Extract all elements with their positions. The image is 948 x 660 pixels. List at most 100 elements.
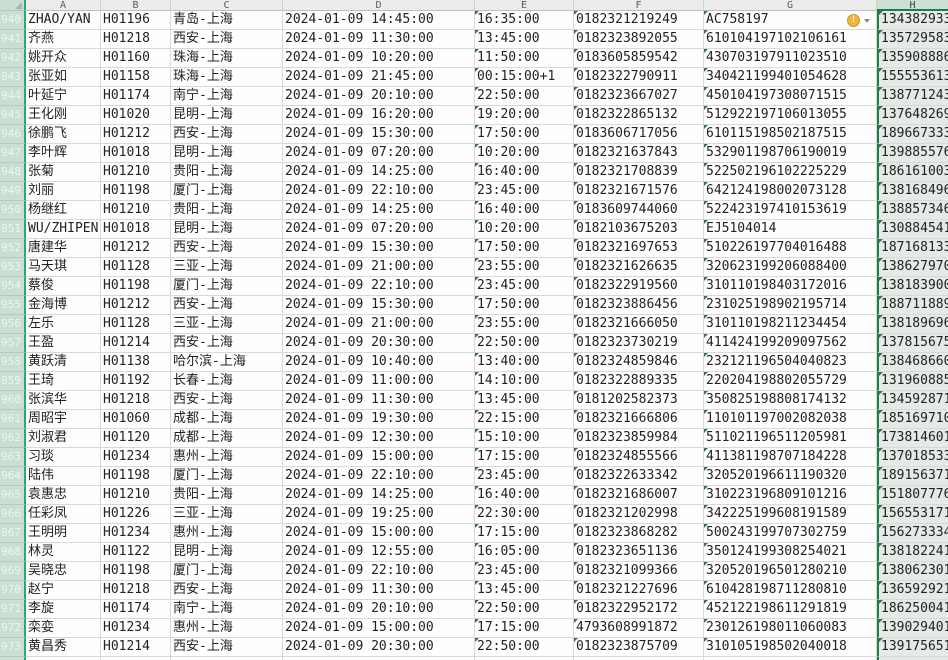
arrival-time-cell[interactable]: 13:45:00 [475, 391, 574, 410]
order-no-cell[interactable]: 0182323667027 [574, 87, 704, 106]
id-number-cell[interactable]: 610115198502187515 [704, 125, 877, 144]
row-number[interactable]: 945 [0, 106, 26, 125]
passenger-name-cell[interactable]: 张滨华 [26, 391, 101, 410]
departure-datetime-cell[interactable]: 2024-01-09 15:00:00 [283, 448, 475, 467]
order-no-cell[interactable]: 0182323892055 [574, 30, 704, 49]
route-cell[interactable]: 西安-上海 [171, 239, 283, 258]
arrival-time-cell[interactable]: 23:45:00 [475, 467, 574, 486]
id-number-cell[interactable]: 450104197308071515 [704, 87, 877, 106]
id-number-cell[interactable]: 510226197704016488 [704, 239, 877, 258]
route-cell[interactable]: 昆明-上海 [171, 144, 283, 163]
flight-no-cell[interactable]: H01128 [101, 258, 171, 277]
route-cell[interactable]: 厦门-上海 [171, 182, 283, 201]
id-number-cell[interactable]: 532901198706190019 [704, 144, 877, 163]
column-header-e[interactable]: E [475, 0, 574, 11]
departure-datetime-cell[interactable]: 2024-01-09 10:20:00 [283, 49, 475, 68]
phone-cell selected-column-cell[interactable]: 135729583 [877, 30, 948, 49]
arrival-time-cell[interactable]: 19:20:00 [475, 106, 574, 125]
route-cell[interactable]: 西安-上海 [171, 581, 283, 600]
phone-cell selected-column-cell[interactable]: 138062301 [877, 562, 948, 581]
order-no-cell[interactable]: 0181202582373 [574, 391, 704, 410]
phone-cell selected-column-cell[interactable]: 189667333 [877, 125, 948, 144]
row-number[interactable]: 968 [0, 543, 26, 562]
passenger-name-cell[interactable]: 王明明 [26, 524, 101, 543]
id-number-cell[interactable]: 411381198707184228 [704, 448, 877, 467]
arrival-time-cell[interactable]: 13:45:00 [475, 581, 574, 600]
order-no-cell[interactable]: 0182323859984 [574, 429, 704, 448]
row-number[interactable]: 973 [0, 638, 26, 657]
route-cell[interactable]: 贵阳-上海 [171, 486, 283, 505]
passenger-name-cell[interactable]: 李旋 [26, 600, 101, 619]
passenger-name-cell[interactable]: 姚开众 [26, 49, 101, 68]
arrival-time-cell[interactable]: 11:50:00 [475, 49, 574, 68]
row-number[interactable]: 962 [0, 429, 26, 448]
flight-no-cell[interactable]: H01210 [101, 163, 171, 182]
id-number-cell[interactable]: 310105198502040018 [704, 638, 877, 657]
phone-cell selected-column-cell[interactable]: 138183900 [877, 277, 948, 296]
arrival-time-cell[interactable]: 23:55:00 [475, 258, 574, 277]
id-number-cell[interactable]: 310110198211234454 [704, 315, 877, 334]
departure-datetime-cell[interactable]: 2024-01-09 14:25:00 [283, 201, 475, 220]
departure-datetime-cell[interactable]: 2024-01-09 15:00:00 [283, 524, 475, 543]
route-cell[interactable]: 珠海-上海 [171, 68, 283, 87]
departure-datetime-cell[interactable]: 2024-01-09 19:25:00 [283, 505, 475, 524]
id-number-cell[interactable]: 430703197911023510 [704, 49, 877, 68]
phone-cell selected-column-cell[interactable]: 187168133 [877, 239, 948, 258]
arrival-time-cell[interactable]: 22:50:00 [475, 600, 574, 619]
id-number-cell[interactable]: 512922197106013055 [704, 106, 877, 125]
row-number[interactable]: 961 [0, 410, 26, 429]
row-number[interactable]: 960 [0, 391, 26, 410]
row-number[interactable]: 943 [0, 68, 26, 87]
id-number-cell[interactable]: 350825198808174132 [704, 391, 877, 410]
order-no-cell[interactable]: 0182321637843 [574, 144, 704, 163]
id-number-cell[interactable]: 340421199401054628 [704, 68, 877, 87]
order-no-cell[interactable]: 0182324855566 [574, 448, 704, 467]
passenger-name-cell[interactable]: WU/ZHIPEN [26, 220, 101, 239]
id-number-cell[interactable]: 110101197002082038 [704, 410, 877, 429]
departure-datetime-cell[interactable]: 2024-01-09 15:30:00 [283, 239, 475, 258]
phone-cell selected-column-cell[interactable]: 137815675 [877, 334, 948, 353]
id-number-cell[interactable]: 522502196102225229 [704, 163, 877, 182]
route-cell[interactable]: 厦门-上海 [171, 562, 283, 581]
route-cell[interactable]: 贵阳-上海 [171, 163, 283, 182]
route-cell[interactable]: 西安-上海 [171, 125, 283, 144]
arrival-time-cell[interactable]: 13:40:00 [475, 353, 574, 372]
id-number-cell[interactable]: 320520196501280210 [704, 562, 877, 581]
passenger-name-cell[interactable]: 刘淑君 [26, 429, 101, 448]
dropdown-arrow-icon[interactable] [864, 18, 870, 23]
flight-no-cell[interactable]: H01160 [101, 49, 171, 68]
arrival-time-cell[interactable]: 10:20:00 [475, 220, 574, 239]
passenger-name-cell[interactable]: 黄昌秀 [26, 638, 101, 657]
departure-datetime-cell[interactable]: 2024-01-09 14:25:00 [283, 163, 475, 182]
flight-no-cell[interactable]: H01198 [101, 562, 171, 581]
phone-cell selected-column-cell[interactable]: 134382933 [877, 11, 948, 30]
passenger-name-cell[interactable]: 张菊 [26, 163, 101, 182]
phone-cell selected-column-cell[interactable]: 156273334 [877, 524, 948, 543]
flight-no-cell[interactable]: H01218 [101, 391, 171, 410]
arrival-time-cell[interactable]: 13:45:00 [475, 30, 574, 49]
arrival-time-cell[interactable]: 23:45:00 [475, 562, 574, 581]
phone-cell selected-column-cell[interactable]: 139175651 [877, 638, 948, 657]
column-header-b[interactable]: B [101, 0, 171, 11]
flight-no-cell[interactable]: H01212 [101, 125, 171, 144]
route-cell[interactable]: 南宁-上海 [171, 600, 283, 619]
route-cell[interactable]: 三亚-上海 [171, 505, 283, 524]
id-number-cell[interactable]: 411424199209097562 [704, 334, 877, 353]
id-number-cell[interactable]: 230126198011060083 [704, 619, 877, 638]
row-number[interactable]: 953 [0, 258, 26, 277]
arrival-time-cell[interactable]: 16:40:00 [475, 486, 574, 505]
passenger-name-cell[interactable]: 蔡俊 [26, 277, 101, 296]
route-cell[interactable]: 珠海-上海 [171, 49, 283, 68]
departure-datetime-cell[interactable]: 2024-01-09 11:00:00 [283, 372, 475, 391]
departure-datetime-cell[interactable]: 2024-01-09 10:40:00 [283, 353, 475, 372]
id-number-cell[interactable]: 350124199308254021 [704, 543, 877, 562]
row-number[interactable]: 947 [0, 144, 26, 163]
departure-datetime-cell[interactable]: 2024-01-09 12:30:00 [283, 429, 475, 448]
order-no-cell[interactable]: 0182322865132 [574, 106, 704, 125]
flight-no-cell[interactable]: H01174 [101, 600, 171, 619]
row-number[interactable]: 941 [0, 30, 26, 49]
row-number[interactable]: 949 [0, 182, 26, 201]
warning-icon[interactable]: ! [847, 14, 860, 27]
phone-cell selected-column-cell[interactable]: 151807776 [877, 486, 948, 505]
phone-cell selected-column-cell[interactable]: 130884541 [877, 220, 948, 239]
